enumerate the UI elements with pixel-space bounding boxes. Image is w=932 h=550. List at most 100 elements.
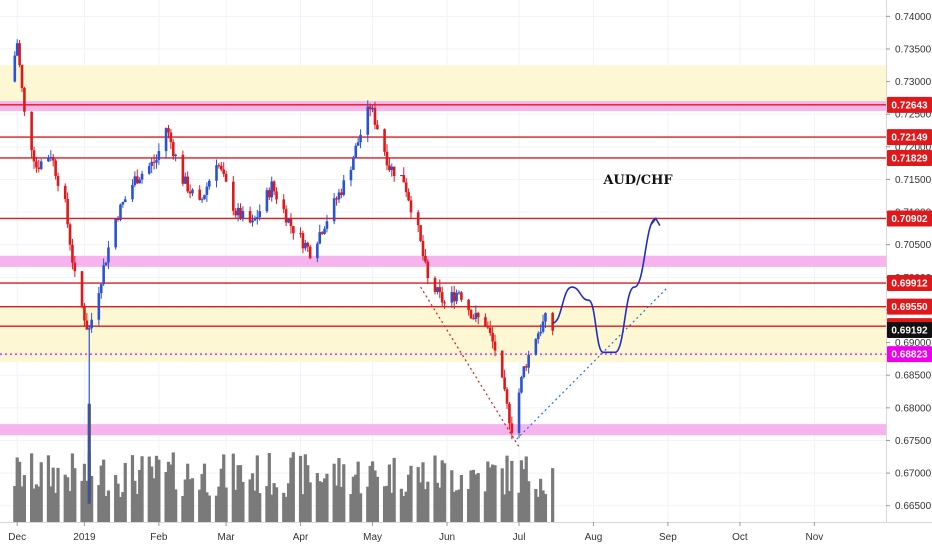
level-badge-label: 0.72149 (891, 133, 928, 144)
y-tick-label: 0.70500 (895, 240, 932, 251)
candle-body (217, 165, 221, 167)
candle-body (337, 192, 341, 200)
volume-bar (322, 478, 327, 522)
candle-body (517, 392, 521, 433)
candle-body (383, 129, 386, 152)
volume-bar (198, 489, 202, 522)
highlight-zones (0, 65, 886, 436)
volume-bar (471, 469, 476, 522)
volume-bar (97, 485, 101, 522)
volume-bar (303, 454, 307, 522)
candle-body (452, 292, 456, 302)
level-badge-label: 0.72643 (891, 100, 928, 111)
time-axis[interactable]: Dec 2019 Feb Mar Apr May Jun Jul Aug Sep Oct Nov (8, 522, 823, 543)
candle-body (289, 218, 293, 227)
volume-bar (488, 467, 492, 522)
candle-body (253, 218, 257, 221)
volume-bar (174, 489, 178, 522)
candle-body (366, 106, 370, 135)
candle-body (272, 181, 276, 192)
candle-body (258, 211, 262, 218)
volume-bar (298, 455, 303, 522)
volume-bar (118, 496, 123, 522)
volume-bar (356, 461, 360, 522)
volume-bar (534, 488, 538, 522)
candle-body (241, 211, 245, 220)
volume-bar (90, 475, 94, 522)
volume-bar (366, 486, 370, 522)
volume-bar (15, 457, 19, 522)
volume-bar (138, 469, 142, 522)
level-badge-bg (887, 298, 932, 315)
candle-body (371, 107, 374, 110)
candle-body (174, 154, 177, 157)
candle-body (426, 261, 430, 279)
candle-body (131, 185, 134, 200)
volume-bar (30, 453, 34, 522)
volume-bar (265, 486, 269, 522)
candle-body (222, 169, 226, 174)
candle-body (282, 199, 286, 210)
y-tick-label: 0.72000 (895, 142, 932, 153)
candle-body (469, 310, 473, 319)
volume-bar (493, 465, 497, 522)
projection-arrowhead (650, 217, 661, 226)
candle-body (320, 232, 324, 234)
candle-body (63, 185, 67, 200)
x-tick-label: Jul (513, 532, 526, 543)
volume-bar (375, 476, 379, 522)
candle-body (536, 333, 540, 340)
candle-body (49, 157, 53, 159)
candle-body (450, 292, 454, 303)
candle-body (503, 377, 506, 390)
candle-body (66, 199, 69, 225)
volume-bar (150, 466, 154, 522)
candle-body (219, 165, 223, 170)
zone-band (0, 101, 886, 111)
volume-bar (519, 460, 524, 522)
volume-bar (399, 488, 403, 522)
projection-path (552, 217, 657, 354)
volume-bar (183, 479, 187, 522)
candle-body (486, 326, 490, 328)
volume-bar (186, 463, 190, 522)
candle-body (186, 176, 189, 192)
last-price-badge-bg (887, 322, 932, 339)
candle-body (152, 161, 156, 163)
candle-body (332, 198, 336, 222)
candle-body (116, 218, 120, 220)
candle-body (104, 262, 108, 266)
volume-bar (387, 464, 391, 522)
candle-body (304, 242, 307, 249)
candle-body (90, 319, 93, 329)
candle-body (539, 331, 542, 334)
volume-bar (39, 462, 43, 522)
volume-bar (351, 476, 355, 522)
candle-body (147, 165, 151, 174)
x-tick-label: Aug (585, 532, 603, 543)
price-level-lines (0, 104, 886, 355)
volume-bar (85, 480, 89, 522)
candle-body (284, 209, 288, 223)
volume-bar (135, 493, 139, 522)
volume-bar (236, 465, 240, 522)
volume-bar (325, 473, 329, 522)
level-badge-label: 0.70902 (891, 214, 928, 225)
candle-body (424, 256, 427, 262)
volume-bar (68, 491, 72, 522)
candle-body (460, 292, 463, 300)
y-tick-label: 0.67500 (895, 436, 932, 447)
candle-body (83, 305, 86, 321)
candle-body (342, 180, 346, 195)
candle-body (39, 161, 43, 169)
candle-body (13, 55, 17, 82)
volume-bar (169, 464, 173, 522)
volume-bar (406, 474, 411, 522)
candle-body (169, 132, 173, 143)
candle-body (51, 157, 55, 161)
y-tick-label: 0.69000 (895, 338, 932, 349)
candle-body (54, 160, 57, 176)
volume-bar (102, 459, 106, 522)
candle-body (157, 151, 161, 160)
